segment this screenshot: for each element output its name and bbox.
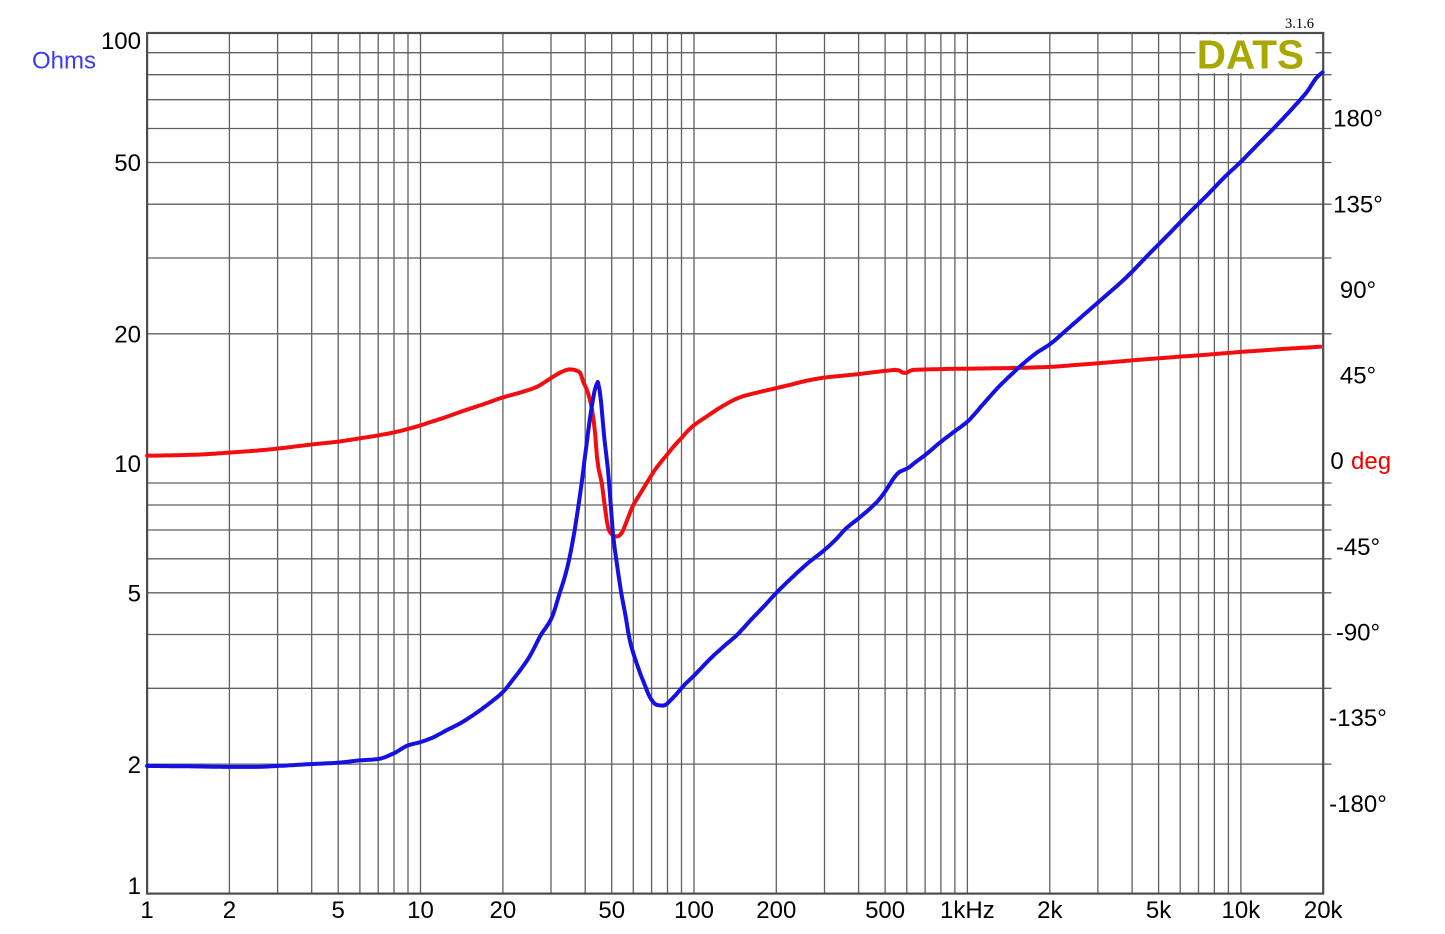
svg-text:1: 1	[140, 897, 153, 924]
svg-text:10: 10	[114, 451, 141, 478]
svg-text:3.1.6: 3.1.6	[1285, 16, 1314, 32]
svg-text:135°: 135°	[1333, 191, 1383, 218]
svg-text:20k: 20k	[1304, 897, 1344, 924]
svg-text:20: 20	[490, 897, 517, 924]
svg-text:-135°: -135°	[1329, 705, 1387, 732]
svg-text:5: 5	[332, 897, 345, 924]
svg-text:-180°: -180°	[1329, 791, 1387, 818]
svg-text:90°: 90°	[1340, 277, 1376, 304]
svg-text:1: 1	[128, 873, 141, 900]
svg-text:180°: 180°	[1333, 106, 1383, 133]
svg-text:200: 200	[756, 897, 796, 924]
svg-text:5: 5	[128, 581, 141, 608]
svg-text:45°: 45°	[1340, 363, 1376, 390]
svg-text:500: 500	[865, 897, 905, 924]
svg-text:2: 2	[223, 897, 236, 924]
svg-text:deg: deg	[1351, 448, 1391, 475]
svg-text:2k: 2k	[1037, 897, 1063, 924]
svg-text:5k: 5k	[1146, 897, 1172, 924]
svg-text:100: 100	[101, 28, 141, 55]
svg-text:20: 20	[114, 322, 141, 349]
svg-text:-45°: -45°	[1336, 534, 1380, 561]
svg-text:10k: 10k	[1222, 897, 1262, 924]
svg-text:DATS: DATS	[1197, 32, 1304, 78]
svg-text:-90°: -90°	[1336, 620, 1380, 647]
svg-text:0: 0	[1330, 448, 1343, 475]
svg-text:1kHz: 1kHz	[940, 897, 995, 924]
svg-text:Ohms: Ohms	[32, 48, 96, 75]
svg-text:10: 10	[407, 897, 434, 924]
svg-text:2: 2	[128, 752, 141, 779]
svg-text:100: 100	[674, 897, 714, 924]
svg-text:50: 50	[114, 150, 141, 177]
svg-text:50: 50	[598, 897, 625, 924]
